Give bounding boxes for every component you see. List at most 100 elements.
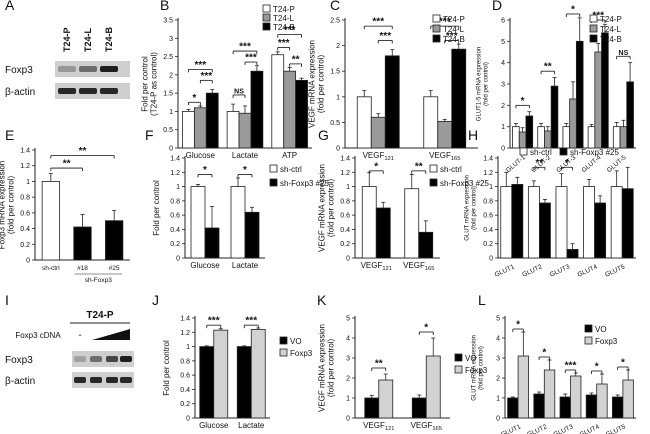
y-tick-label: 1.2 xyxy=(180,330,190,337)
blot-band xyxy=(74,377,86,383)
sig-label: ** xyxy=(544,62,552,73)
y-tick-label: 0.8 xyxy=(340,198,350,205)
sig-label: *** xyxy=(372,17,384,28)
legend-swatch xyxy=(269,178,278,187)
sig-label: *** xyxy=(200,71,212,82)
y-tick-label: 1 xyxy=(501,124,505,131)
sig-label: *** xyxy=(245,53,257,64)
bar xyxy=(418,231,434,259)
y-tick-label: 2 xyxy=(496,376,500,383)
y-tick-label: 0.8 xyxy=(180,358,190,365)
y-tick-label: 0.8 xyxy=(170,198,180,205)
y-tick-label: 0 xyxy=(496,416,500,423)
sig-label: *** xyxy=(379,31,391,42)
bar xyxy=(583,186,595,259)
y-tick-label: 0.2 xyxy=(170,241,180,248)
sig-label: *** xyxy=(194,60,206,71)
sig-label: *** xyxy=(245,316,257,327)
bar xyxy=(384,55,400,149)
y-axis-label: (fold per control) xyxy=(317,55,326,114)
gradient-wedge xyxy=(92,329,130,340)
y-axis-label: Foxp3 mRNA expression xyxy=(0,161,7,249)
blot-band xyxy=(100,88,118,94)
bar xyxy=(555,186,568,259)
y-tick-label: 1 xyxy=(169,109,173,116)
bar xyxy=(621,188,634,259)
legend-swatch xyxy=(584,336,593,345)
category-label: sh-ctrl xyxy=(42,265,60,272)
bar xyxy=(601,32,609,149)
y-tick-label: 0.2 xyxy=(483,241,493,248)
category-label: GLUT4 xyxy=(579,423,601,434)
bar xyxy=(533,393,545,419)
bar xyxy=(559,396,571,419)
y-axis-label: (fold per control) xyxy=(327,179,336,238)
legend-swatch xyxy=(454,365,463,374)
y-tick-label: 4 xyxy=(496,336,500,343)
blot-band xyxy=(90,377,102,383)
y-tick-label: 0.6 xyxy=(340,213,350,220)
bar xyxy=(544,130,552,149)
bar xyxy=(404,188,420,259)
bar xyxy=(596,383,608,419)
category-label: Glucose xyxy=(199,421,229,430)
bar xyxy=(543,369,556,419)
panel-letter: A xyxy=(5,0,15,13)
bar xyxy=(205,92,219,149)
y-tick-label: 1.4 xyxy=(483,156,493,163)
legend-swatch xyxy=(589,24,598,33)
y-tick-label: 0.6 xyxy=(180,373,190,380)
y-tick-label: 0.2 xyxy=(20,242,30,249)
panel-a: A T24-P T24-L T24-B Foxp3 β-actin xyxy=(5,0,130,99)
y-tick-label: 2.5 xyxy=(330,18,340,25)
bar xyxy=(518,131,527,149)
y-tick-label: 4 xyxy=(346,336,350,343)
y-tick-label: 5 xyxy=(501,39,505,46)
blot-strip xyxy=(72,372,134,388)
legend-label: VO xyxy=(595,325,607,334)
sig-label: * xyxy=(542,348,546,359)
panel-letter: D xyxy=(492,0,502,13)
y-tick-label: 1.2 xyxy=(20,163,30,170)
y-tick-label: 2 xyxy=(501,103,505,110)
bar xyxy=(569,98,577,149)
blot-band xyxy=(90,356,102,362)
sig-label: * xyxy=(565,158,569,169)
category-label: #25 xyxy=(109,265,120,272)
legend-label: T24-P xyxy=(273,5,295,14)
y-tick-label: 0.4 xyxy=(170,227,180,234)
bar xyxy=(525,115,534,149)
lane-label: T24-B xyxy=(104,26,114,52)
blot-band xyxy=(79,88,97,94)
sig-label: * xyxy=(203,165,207,176)
blot-row-label: Foxp3 xyxy=(5,65,33,76)
blot-row-label: Foxp3 xyxy=(5,355,33,366)
bar xyxy=(226,111,240,149)
sig-label: *** xyxy=(208,316,220,327)
legend-swatch xyxy=(262,22,271,31)
y-tick-label: 1.4 xyxy=(170,156,180,163)
blot-band xyxy=(100,66,118,72)
category-label: Lactate xyxy=(232,261,259,270)
legend-label: T24-L xyxy=(273,14,294,23)
bar xyxy=(570,375,582,419)
y-tick-label: 0 xyxy=(186,416,190,423)
panel-f: F 0 0.2 0.4 0.6 0.8 1 1.2 1.4 Fold per control Glu… xyxy=(145,127,329,270)
sig-label: * xyxy=(571,5,575,16)
blot-band xyxy=(120,377,132,383)
category-label: GLUT1 xyxy=(500,423,522,434)
panel-e: E 0 0.2 0.4 0.6 0.8 1 1.2 1.4 Foxp3 mRNA expressi… xyxy=(0,127,130,284)
y-tick-label: 1 xyxy=(346,184,350,191)
bar xyxy=(190,186,206,259)
bar xyxy=(550,85,559,149)
legend-label: Foxp3 xyxy=(595,337,618,346)
legend-label: sh-Foxp3 #25 xyxy=(280,179,329,188)
y-tick-label: 0.8 xyxy=(483,198,493,205)
sig-label: * xyxy=(621,358,625,369)
bar xyxy=(612,126,621,149)
bar xyxy=(512,126,520,149)
category-label: GLUT4 xyxy=(576,263,598,278)
y-tick-label: 0 xyxy=(169,146,173,153)
